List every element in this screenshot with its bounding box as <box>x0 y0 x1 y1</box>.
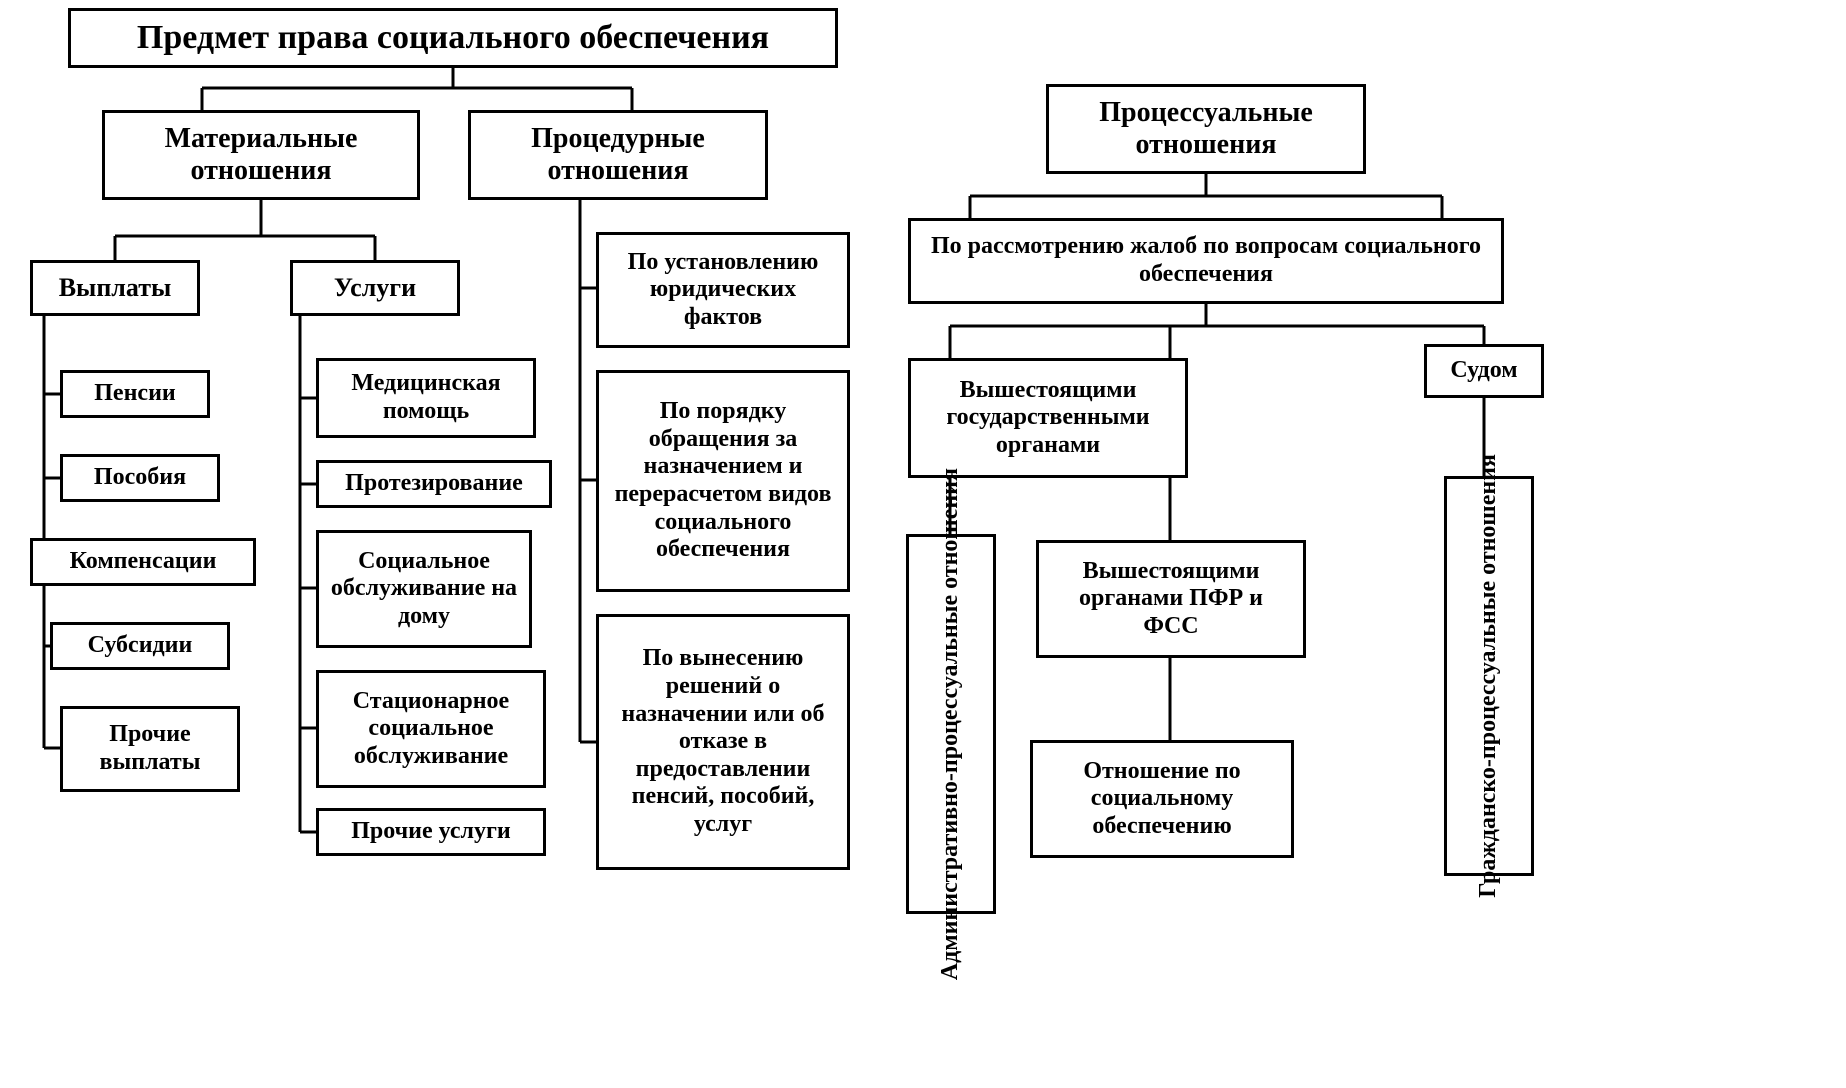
node-label: Выплаты <box>59 273 172 303</box>
node-pay4: Субсидии <box>50 622 230 670</box>
node-label: Административно-процессуальные отношения <box>937 468 965 980</box>
node-socrel: Отношение по социальному обеспечению <box>1030 740 1294 858</box>
node-label: Предмет права социального обеспечения <box>137 18 769 57</box>
node-label: Пенсии <box>94 380 175 408</box>
node-label: По порядку обращения за назначением и пе… <box>609 398 837 564</box>
node-proc2: По порядку обращения за назначением и пе… <box>596 370 850 592</box>
node-payments: Выплаты <box>30 260 200 316</box>
node-label: По вынесению решений о назначении или об… <box>609 645 837 838</box>
node-label: Протезирование <box>345 470 523 498</box>
node-label: По рассмотрению жалоб по вопросам социал… <box>921 233 1491 288</box>
node-pfr: Вышестоящими органами ПФР и ФСС <box>1036 540 1306 658</box>
node-label: Прочие выплаты <box>73 721 227 776</box>
node-proc3: По вынесению решений о назначении или об… <box>596 614 850 870</box>
node-label: Социальное обслуживание на дому <box>329 548 519 631</box>
node-pay2: Пособия <box>60 454 220 502</box>
node-label: Процедурные отношения <box>481 123 755 187</box>
node-civilproc: Гражданско-процессуальные отношения <box>1444 476 1534 876</box>
node-material: Материальные отношения <box>102 110 420 200</box>
node-processual: Процессуальные отношения <box>1046 84 1366 174</box>
node-court: Судом <box>1424 344 1544 398</box>
node-proc1: По установлению юридических фактов <box>596 232 850 348</box>
node-services: Услуги <box>290 260 460 316</box>
node-label: Стационарное социальное обслуживание <box>329 688 533 771</box>
node-label: Услуги <box>334 273 416 303</box>
node-label: Прочие услуги <box>351 818 511 846</box>
node-label: Процессуальные отношения <box>1059 97 1353 161</box>
node-srv4: Стационарное социальное обслуживание <box>316 670 546 788</box>
node-pay5: Прочие выплаты <box>60 706 240 792</box>
node-gov: Вышестоящими государственными органами <box>908 358 1188 478</box>
node-srv2: Протезирование <box>316 460 552 508</box>
node-pay1: Пенсии <box>60 370 210 418</box>
node-pay3: Компенсации <box>30 538 256 586</box>
node-procedural: Процедурные отношения <box>468 110 768 200</box>
diagram-canvas: Предмет права социального обеспечения Ма… <box>0 0 1846 1088</box>
node-srv3: Социальное обслуживание на дому <box>316 530 532 648</box>
node-label: По установлению юридических фактов <box>609 249 837 332</box>
node-label: Судом <box>1450 357 1517 385</box>
node-label: Вышестоящими органами ПФР и ФСС <box>1049 558 1293 641</box>
node-label: Гражданско-процессуальные отношения <box>1475 454 1503 898</box>
node-label: Компенсации <box>70 548 217 576</box>
node-label: Отношение по социальному обеспечению <box>1043 758 1281 841</box>
node-label: Субсидии <box>88 632 193 660</box>
node-srv1: Медицинская помощь <box>316 358 536 438</box>
node-label: Медицинская помощь <box>329 370 523 425</box>
node-label: Вышестоящими государственными органами <box>921 377 1175 460</box>
node-root: Предмет права социального обеспечения <box>68 8 838 68</box>
node-adminproc: Административно-процессуальные отношения <box>906 534 996 914</box>
node-label: Пособия <box>94 464 186 492</box>
node-complaints: По рассмотрению жалоб по вопросам социал… <box>908 218 1504 304</box>
node-label: Материальные отношения <box>115 123 407 187</box>
node-srv5: Прочие услуги <box>316 808 546 856</box>
